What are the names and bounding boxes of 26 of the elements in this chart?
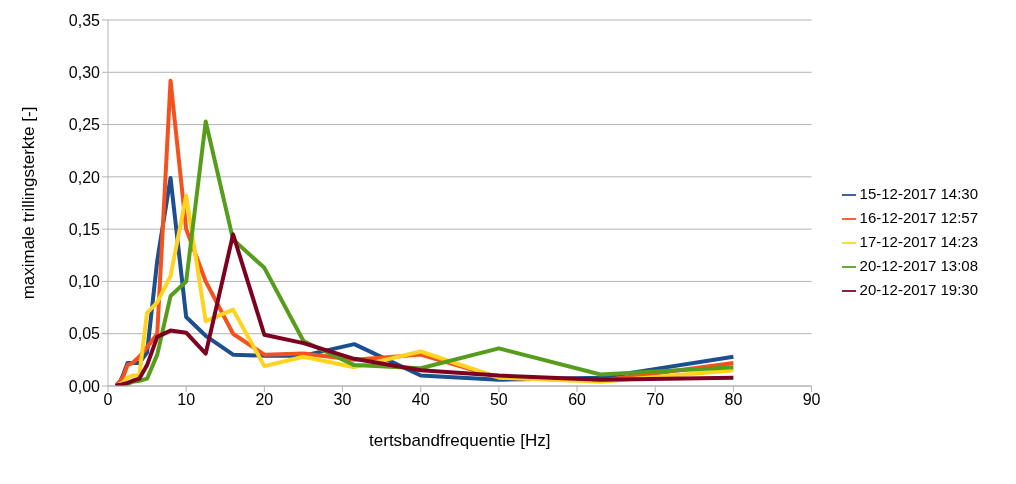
x-tick-label: 40 — [411, 391, 430, 409]
y-tick-label: 0,30 — [68, 63, 101, 81]
legend-label: 20-12-2017 19:30 — [859, 281, 978, 298]
legend-label: 17-12-2017 14:23 — [859, 233, 978, 250]
y-tick-label: 0,25 — [68, 116, 101, 134]
x-axis-title: tertsbandfrequentie [Hz] — [369, 431, 551, 450]
x-tick-label: 10 — [177, 391, 196, 409]
y-tick-label: 0,35 — [68, 11, 101, 29]
x-tick-label: 60 — [568, 391, 587, 409]
legend-label: 15-12-2017 14:30 — [859, 185, 978, 202]
x-tick-label: 90 — [802, 391, 821, 409]
y-tick-label: 0,20 — [68, 168, 101, 186]
y-axis-title: maximale trillingsterkte [-] — [19, 106, 39, 300]
x-tick-label: 50 — [489, 391, 508, 409]
y-tick-label: 0,15 — [68, 220, 101, 238]
x-tick-label: 80 — [724, 391, 743, 409]
line-series — [113, 232, 736, 386]
y-tick-label: 0,05 — [68, 325, 101, 343]
x-tick-label: 20 — [255, 391, 274, 409]
y-tick-label: 0,00 — [68, 377, 101, 395]
y-tick-label: 0,10 — [68, 273, 101, 291]
legend-label: 16-12-2017 12:57 — [859, 209, 978, 226]
x-tick-label: 30 — [333, 391, 352, 409]
x-tick-label: 70 — [646, 391, 665, 409]
x-tick-label: 0 — [103, 391, 113, 409]
legend-label: 20-12-2017 13:08 — [859, 257, 978, 274]
